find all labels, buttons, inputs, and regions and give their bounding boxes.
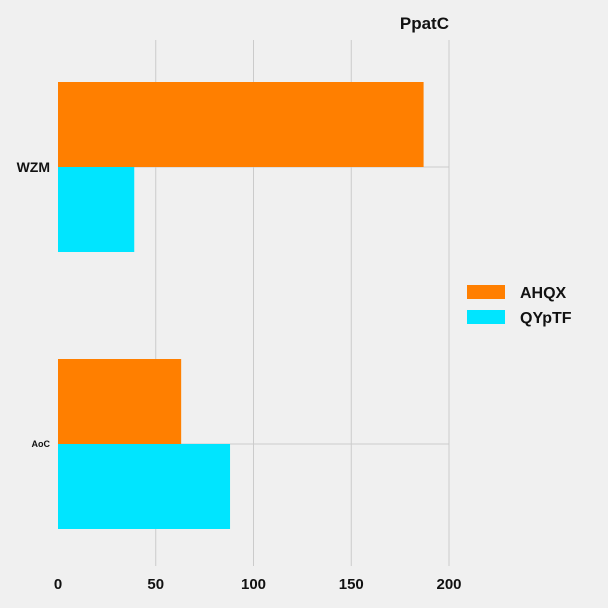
y-tick-label: AoC <box>32 439 51 449</box>
legend-label-qyptf: QYpTF <box>520 310 572 327</box>
bar-qyptf-aoc <box>58 444 231 529</box>
bar-ahqx-aoc <box>58 359 182 444</box>
bars <box>58 82 424 529</box>
legend: AHQX QYpTF <box>467 285 572 327</box>
x-tick-label: 0 <box>54 576 62 593</box>
x-tick-label: 50 <box>147 576 164 593</box>
y-tick-label: WZM <box>17 159 50 175</box>
x-tick-label: 150 <box>339 576 364 593</box>
bar-qyptf-wzm <box>58 167 135 252</box>
legend-swatch-ahqx <box>467 285 505 299</box>
legend-swatch-qyptf <box>467 310 505 324</box>
x-tick-label: 100 <box>241 576 266 593</box>
x-tick-label: 200 <box>436 576 461 593</box>
legend-label-ahqx: AHQX <box>520 285 567 302</box>
bar-ahqx-wzm <box>58 82 424 167</box>
chart-title: PpatC <box>400 14 449 33</box>
labels: 0 50 100 150 200 WZM AoC <box>17 159 462 593</box>
